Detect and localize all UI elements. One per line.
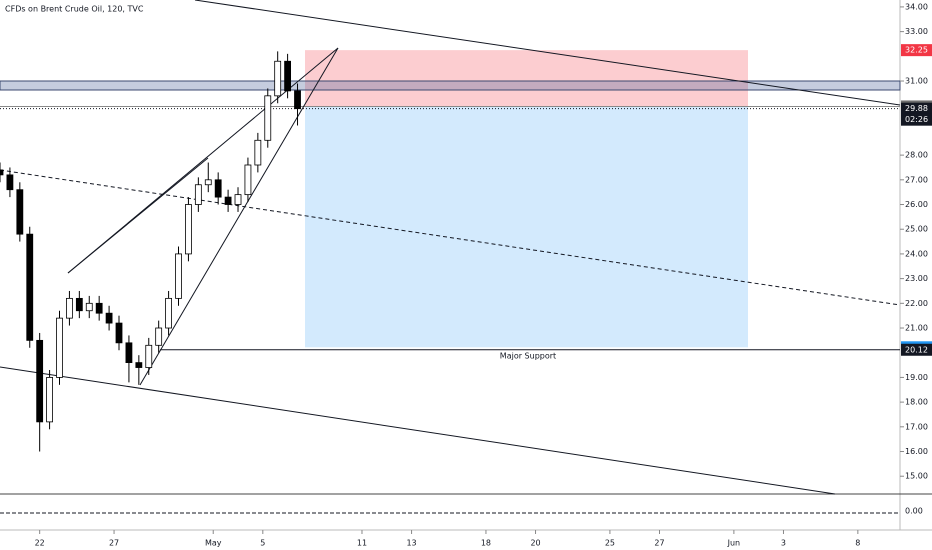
candle-body [214,179,222,198]
candle-body [165,297,172,329]
candle-body [115,322,123,344]
candle-body [155,327,163,346]
candle-body [274,60,282,97]
candle-body [36,339,44,423]
candle-body [254,139,262,166]
y-tick-label: 22.00 [905,299,928,308]
x-tick-label: 11 [357,539,367,548]
candle-body [56,317,63,378]
y-tick-label: 16.00 [905,447,928,456]
trend-line [194,0,901,106]
y-tick-label: 23.00 [905,274,928,283]
candle-body [85,302,93,312]
candle-body [105,312,113,324]
candle-body [125,342,133,363]
candle-body [244,164,252,196]
candle-body [185,204,192,255]
annotation: Major Support [500,351,556,360]
y-tick-label: 33.00 [905,27,928,36]
x-tick-label: 20 [530,539,540,548]
candle-body [264,95,272,141]
x-tick-label: 22 [35,539,45,548]
countdown: 02:26 [905,115,928,124]
y-tick-label: 34.00 [905,2,928,11]
chart-title: CFDs on Brent Crude Oil, 120, TVC [5,5,144,14]
y-tick-label: 19.00 [905,373,928,382]
x-tick-label: 8 [855,539,860,548]
candle-body [294,90,301,110]
candle-body [26,233,34,341]
stop-zone [305,50,748,107]
x-tick-label: 13 [406,539,416,548]
candle-body [194,184,202,205]
x-tick-label: 25 [605,539,615,548]
x-tick-label: 27 [654,539,664,548]
price-label-bg [901,44,932,57]
candle-body [224,196,232,205]
x-tick-label: 3 [781,539,786,548]
target-zone [305,106,748,348]
candle-body [95,302,103,314]
resistance-band [0,80,901,91]
trend-line [0,366,836,495]
trend-line [0,169,901,306]
y-tick-label: 21.00 [905,324,928,333]
y-tick-label: 0.00 [905,507,923,516]
wedge-line [139,47,339,386]
candle-body [16,189,24,235]
price-label: 29.88 [905,104,928,113]
y-tick-label: 27.00 [905,175,928,184]
x-tick-label: 27 [109,539,119,548]
wedge-line [67,157,209,274]
y-tick-label: 26.00 [905,200,928,209]
x-tick-label: 18 [481,539,491,548]
candle-body [46,377,53,423]
candle-body [6,174,14,191]
y-tick-label: 18.00 [905,398,928,407]
x-tick-label: 5 [260,539,265,548]
candle-body [204,179,212,186]
y-tick-label: 17.00 [905,422,928,431]
candle-body [66,297,73,319]
x-tick-label: Jun [727,539,741,548]
candle-body [175,253,182,299]
countdown-bg [901,113,932,126]
candle-body [135,362,143,368]
y-tick-label: 31.00 [905,77,928,86]
candle-body [284,60,292,92]
price-label: 20.12 [905,345,928,354]
y-tick-label: 25.00 [905,225,928,234]
candle-body [234,194,242,205]
x-tick-label: May [205,539,222,548]
price-label-bg [901,343,932,356]
y-tick-label: 24.00 [905,249,928,258]
y-tick-label: 15.00 [905,472,928,481]
y-tick-label: 28.00 [905,151,928,160]
candle-body [145,344,153,368]
price-label: 32.25 [905,46,928,55]
candle-body [75,297,83,312]
candle-body [0,169,4,176]
price-label-bg [901,102,932,115]
